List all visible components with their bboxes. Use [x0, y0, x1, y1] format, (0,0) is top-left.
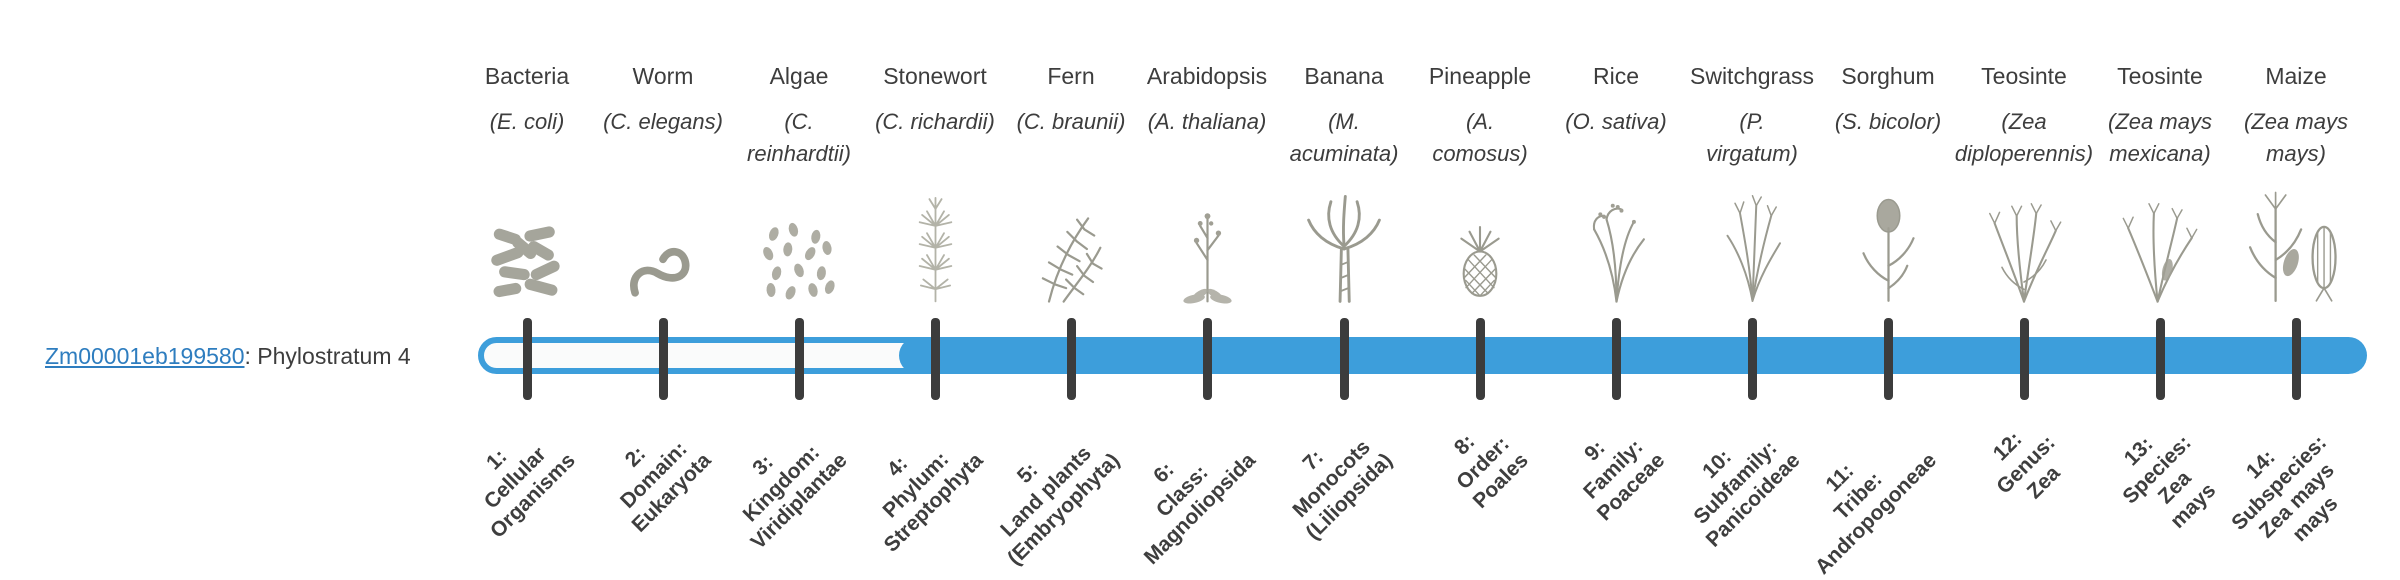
phylostratum-tick [1066, 318, 1076, 400]
organism-common-name: Switchgrass [1690, 63, 1814, 89]
phylostratum-label: 4: Phylum: Streptophyta [878, 447, 989, 557]
organism-scientific-name: (S. bicolor) [1834, 109, 1942, 134]
phylostratum-tick [522, 318, 532, 400]
organism-common-name: Rice [1592, 63, 1639, 89]
gene-phylostratum-text: : Phylostratum 4 [244, 343, 411, 369]
organism-scientific-name: (Zea mays mays) [2244, 109, 2348, 166]
organism-scientific-name: (A. comosus) [1432, 109, 1528, 166]
organism-common-name: Bacteria [484, 63, 570, 89]
phylostratum-label: 12: Genus: Zea [1988, 427, 2065, 504]
organism-common-name: Pineapple [1428, 63, 1532, 89]
bacteria-icon [465, 178, 589, 304]
organism-scientific-name: (P. virgatum) [1706, 109, 1798, 166]
organism-scientific-name: (O. sativa) [1565, 109, 1667, 134]
phylostratum-tick [658, 318, 668, 400]
organism-scientific-name: (C. richardii) [875, 109, 995, 134]
pineapple-icon [1418, 178, 1542, 304]
banana-icon [1282, 178, 1406, 304]
phylostratum-tick [1747, 318, 1757, 400]
organism-common-name: Teosinte [2117, 63, 2203, 89]
phylostratum-label: 13: Species: Zea mays [2117, 430, 2220, 533]
organism-common-name: Arabidopsis [1146, 63, 1268, 89]
organism-common-name: Worm [632, 63, 694, 89]
phylostratum-label: 8: Order: Poales [1450, 430, 1534, 514]
algae-icon [737, 178, 861, 304]
phylostratum-label: 3: Kingdom: Viridiplantae [738, 440, 853, 555]
switchgrass-icon [1690, 178, 1814, 304]
organism-scientific-name: (C. elegans) [603, 109, 723, 134]
worm-icon [601, 178, 725, 304]
organism-scientific-name: (Zea mays mexicana) [2108, 109, 2212, 166]
phylostratum-label: 6: Class: Magnoliopsida [1139, 448, 1261, 570]
phylostrata-track-empty [478, 337, 953, 374]
phylostratum-label: 5: Land plants (Embryophyta) [995, 441, 1125, 570]
phylostratum-tick [1883, 318, 1893, 400]
phylostratum-tick [2019, 318, 2029, 400]
phylostratum-tick [1475, 318, 1485, 400]
phylostratum-tick [1611, 318, 1621, 400]
arabidopsis-icon [1145, 178, 1269, 304]
organism-common-name: Banana [1304, 63, 1384, 89]
rice-icon [1554, 178, 1678, 304]
sorghum-icon [1826, 178, 1950, 304]
gene-id-link[interactable]: Zm00001eb199580 [45, 343, 245, 369]
phylostratum-tick [930, 318, 940, 400]
maize-icon [2234, 178, 2358, 304]
organism-scientific-name: (C. braunii) [1016, 109, 1126, 134]
organism-scientific-name: (A. thaliana) [1147, 109, 1267, 134]
organism-scientific-name: (M. acuminata) [1289, 109, 1399, 166]
phylostratum-label: 14: Subspecies: Zea mays mays [2227, 430, 2343, 547]
phylostratum-label: 7: Monocots (Liliopsida) [1288, 435, 1398, 545]
fern-icon [1009, 178, 1133, 304]
phylostratum-tick [2291, 318, 2301, 400]
teosinte-diplo-icon [1962, 178, 2086, 304]
phylostratum-label: 1: Cellular Organisms [479, 442, 581, 543]
organism-common-name: Fern [1047, 63, 1095, 89]
phylostratum-tick [1339, 318, 1349, 400]
phylostratum-label: 11: Tribe: Andropogoneae [1811, 448, 1942, 580]
phylostratum-label: 2: Domain: Eukaryota [616, 437, 717, 537]
organism-common-name: Stonewort [883, 63, 987, 89]
gene-label: Zm00001eb199580: Phylostratum 4 [45, 343, 411, 370]
organism-common-name: Maize [2265, 63, 2327, 89]
phylostratum-tick [1202, 318, 1212, 400]
organism-scientific-name: (E. coli) [489, 109, 565, 134]
phylostratum-tick [2155, 318, 2165, 400]
organism-common-name: Algae [769, 63, 829, 89]
organism-common-name: Sorghum [1841, 63, 1935, 89]
organism-scientific-name: (C. reinhardtii) [747, 109, 851, 166]
organism-scientific-name: (Zea diploperennis) [1954, 109, 2094, 166]
stonewort-icon [873, 178, 997, 304]
phylostrata-track-filled [899, 337, 2367, 374]
teosinte-mexicana-icon [2098, 178, 2222, 304]
organism-common-name: Teosinte [1981, 63, 2067, 89]
phylostratum-label: 9: Family: Poaceae [1578, 434, 1670, 526]
phylostratum-tick [794, 318, 804, 400]
